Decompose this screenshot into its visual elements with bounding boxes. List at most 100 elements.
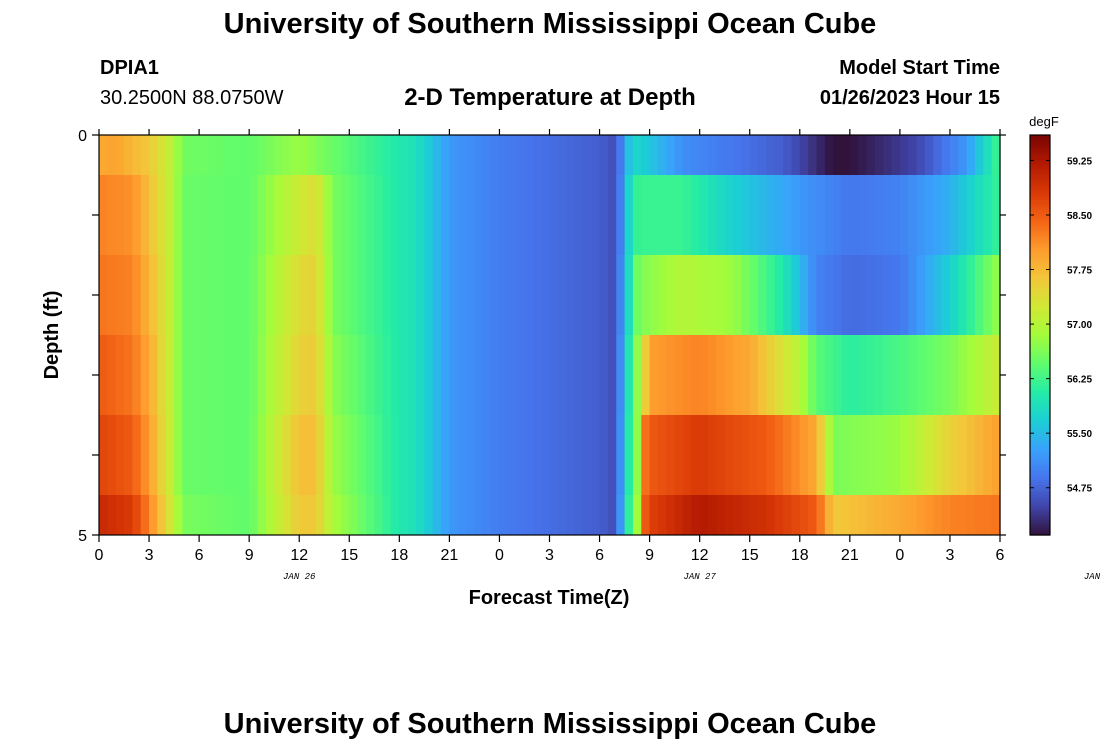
colorbar-cell <box>1030 265 1050 269</box>
colorbar-cell <box>1030 187 1050 191</box>
heatmap-cell <box>708 175 717 255</box>
heatmap-cell <box>157 255 167 335</box>
colorbar-cell <box>1030 375 1050 379</box>
heatmap-cell <box>232 135 242 175</box>
heatmap-cell <box>165 255 175 335</box>
heatmap-cell <box>866 135 876 175</box>
colorbar-cell <box>1030 285 1050 289</box>
heatmap-cell <box>666 135 676 175</box>
heatmap-cell <box>657 415 667 495</box>
heatmap-cell <box>791 415 801 495</box>
heatmap-cell <box>107 335 117 415</box>
heatmap-cell <box>524 135 534 175</box>
heatmap-cell <box>390 495 400 535</box>
heatmap-cell <box>874 255 884 335</box>
heatmap-cell <box>933 255 943 335</box>
heatmap-cell <box>307 175 317 255</box>
heatmap-cell <box>182 335 192 415</box>
colorbar-cell <box>1030 267 1050 271</box>
heatmap-cell <box>774 135 784 175</box>
x-tick-label: 6 <box>595 547 604 564</box>
model-start-value: 01/26/2023 Hour 15 <box>819 87 1000 109</box>
colorbar-cell <box>1030 525 1050 529</box>
heatmap-cell <box>265 135 275 175</box>
heatmap-cell <box>516 135 526 175</box>
heatmap-cell <box>274 335 284 415</box>
heatmap-cell <box>958 175 968 255</box>
colorbar-cell <box>1030 160 1050 164</box>
colorbar-cell <box>1030 230 1050 234</box>
heatmap-cell <box>816 175 826 255</box>
colorbar-unit-label: degF <box>1029 114 1059 129</box>
colorbar-cell <box>1030 512 1050 516</box>
heatmap-cell <box>499 335 509 415</box>
heatmap-cell <box>808 135 818 175</box>
heatmap-cell <box>883 335 893 415</box>
heatmap-cell <box>249 495 259 535</box>
colorbar-cell <box>1030 520 1050 524</box>
heatmap-cell <box>474 135 484 175</box>
heatmap-cell <box>657 335 667 415</box>
heatmap-cell <box>641 495 651 535</box>
heatmap-cell <box>174 495 184 535</box>
colorbar-cell <box>1030 222 1050 226</box>
heatmap-cell <box>649 335 659 415</box>
colorbar-cell <box>1030 155 1050 159</box>
heatmap-cell <box>382 255 392 335</box>
heatmap-cell <box>682 255 692 335</box>
heatmap-cell <box>691 495 701 535</box>
heatmap-cell <box>908 175 918 255</box>
heatmap-cell <box>107 495 117 535</box>
heatmap-cell <box>382 135 392 175</box>
colorbar-cell <box>1030 237 1050 241</box>
heatmap-cell <box>174 335 184 415</box>
heatmap-cell <box>574 415 584 495</box>
heatmap-cell <box>733 135 742 175</box>
heatmap-cell <box>365 175 375 255</box>
heatmap-cell <box>299 495 309 535</box>
heatmap-cell <box>783 335 793 415</box>
colorbar-cell <box>1030 450 1050 454</box>
heatmap-cell <box>591 415 601 495</box>
heatmap-cell <box>157 495 167 535</box>
heatmap-cell <box>107 415 117 495</box>
colorbar-cell <box>1030 457 1050 461</box>
heatmap-cell <box>799 335 809 415</box>
heatmap-cell <box>541 255 551 335</box>
heatmap-cell <box>407 415 417 495</box>
heatmap-cell <box>799 175 809 255</box>
heatmap-cell <box>958 415 968 495</box>
heatmap-cell <box>749 495 759 535</box>
heatmap-cell <box>132 135 142 175</box>
heatmap-cell <box>933 175 943 255</box>
colorbar-cell <box>1030 377 1050 381</box>
heatmap-cell <box>941 135 951 175</box>
heatmap-cell <box>924 415 934 495</box>
x-tick-label: 6 <box>195 547 204 564</box>
heatmap-cell <box>165 175 175 255</box>
colorbar-cell <box>1030 262 1050 266</box>
colorbar-cell <box>1030 280 1050 284</box>
heatmap-cell <box>574 175 584 255</box>
heatmap-cell <box>182 135 192 175</box>
heatmap-cell <box>733 415 742 495</box>
heatmap-cell <box>474 175 484 255</box>
heatmap-cell <box>841 175 851 255</box>
heatmap-cell <box>482 335 492 415</box>
colorbar: 59.25 58.50 57.75 57.00 56.25 55.50 54.75 degF <box>1029 114 1092 536</box>
heatmap-cell <box>132 175 142 255</box>
heatmap-cell <box>674 415 684 495</box>
heatmap-cell <box>340 135 350 175</box>
heatmap-cell <box>858 255 868 335</box>
heatmap-cell <box>374 135 384 175</box>
x-tick-label: 3 <box>545 547 554 564</box>
colorbar-cell <box>1030 347 1050 351</box>
heatmap-cell <box>624 255 634 335</box>
heatmap-cell <box>933 135 943 175</box>
heatmap-cell <box>107 175 117 255</box>
colorbar-cell <box>1030 350 1050 354</box>
heatmap-cell <box>516 415 526 495</box>
heatmap-cell <box>691 135 701 175</box>
heatmap-cell <box>249 135 259 175</box>
heatmap-cell <box>416 255 425 335</box>
